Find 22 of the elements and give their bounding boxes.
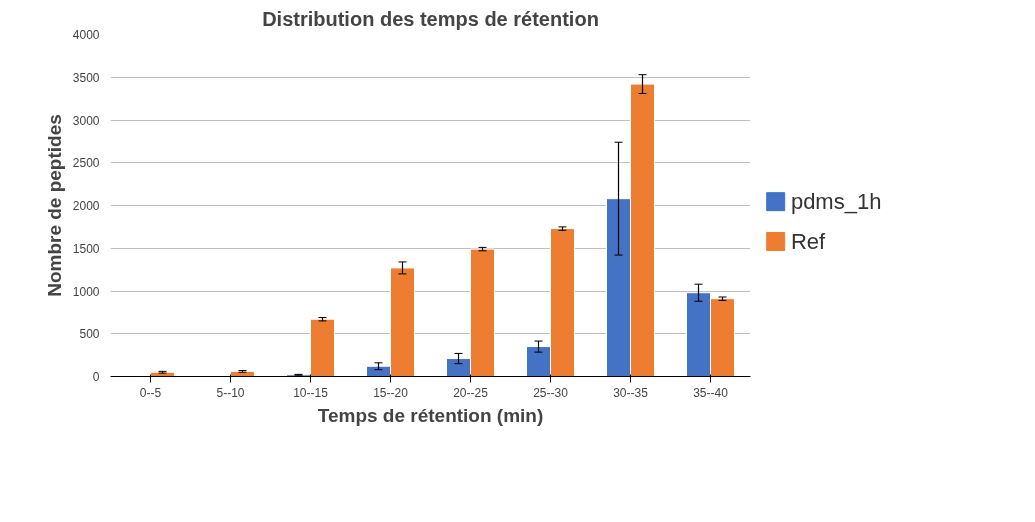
y-axis-title: Nombre de peptides — [43, 114, 65, 297]
x-tick-label: 15--20 — [373, 385, 409, 400]
x-axis-title: Temps de rétention (min) — [317, 404, 544, 426]
x-tick-label: 20--25 — [453, 385, 489, 400]
y-tick-label: 1000 — [72, 284, 100, 299]
y-tick-label: 1500 — [72, 241, 100, 256]
x-tick-label: 35--40 — [693, 385, 729, 400]
y-tick-label: 3500 — [72, 70, 100, 85]
x-tick-label: 30--35 — [613, 385, 649, 400]
y-tick-label: 3000 — [72, 113, 100, 128]
y-tick-label: 4000 — [72, 28, 100, 42]
x-tick-label: 0--5 — [139, 385, 162, 400]
y-tick-label: 2500 — [72, 156, 100, 171]
y-tick-label: 500 — [79, 327, 100, 342]
y-tick-label: 0 — [92, 370, 100, 384]
x-tick-label: 25--30 — [533, 385, 569, 400]
x-tick-label: 5--10 — [216, 385, 245, 400]
legend-label: pdms_1h — [790, 189, 882, 215]
legend-label: Ref — [790, 228, 827, 254]
chart-title: Distribution des temps de rétention — [262, 7, 599, 30]
x-tick-label: 10--15 — [293, 385, 329, 400]
y-tick-label: 2000 — [72, 199, 100, 213]
